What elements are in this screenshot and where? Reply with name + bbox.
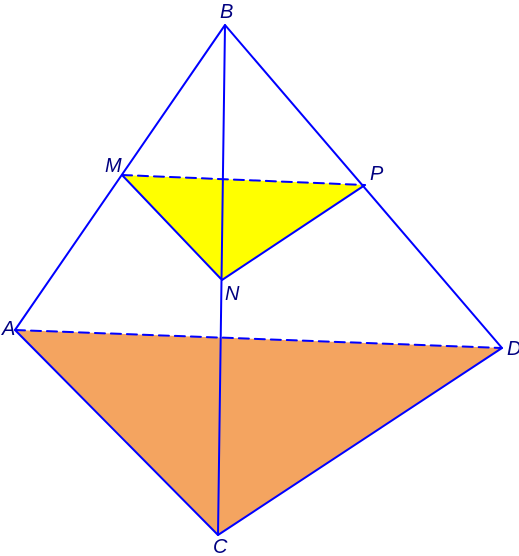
tetrahedron-diagram: A B C D M N P — [0, 0, 519, 556]
vertex-label-a: A — [1, 318, 15, 340]
mid-triangle-mnp — [122, 175, 365, 280]
vertex-label-d: D — [507, 338, 519, 360]
vertex-label-b: B — [220, 1, 233, 23]
vertex-label-m: M — [105, 155, 122, 177]
vertex-label-c: C — [213, 536, 228, 556]
base-triangle-acd — [15, 330, 502, 535]
vertex-label-p: P — [370, 163, 384, 185]
vertex-label-n: N — [225, 283, 240, 305]
